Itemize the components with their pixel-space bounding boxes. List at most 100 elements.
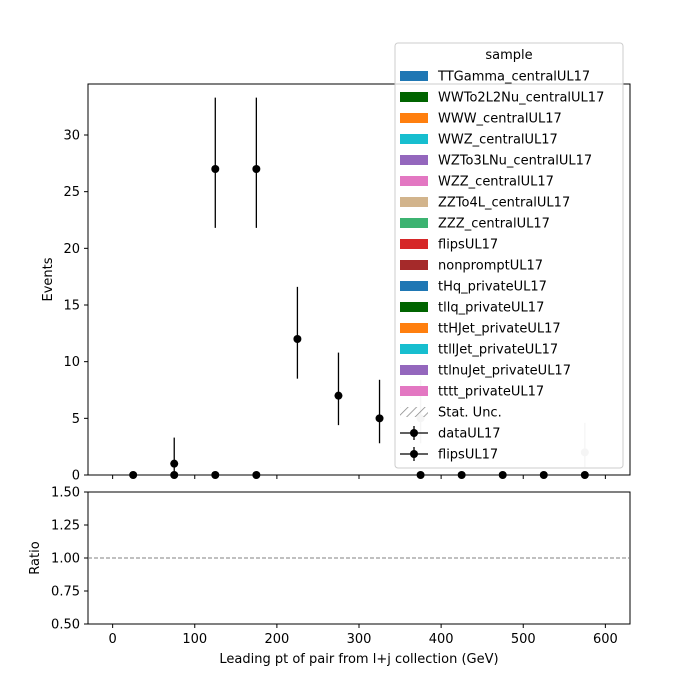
legend-swatch [400, 239, 428, 249]
legend-entry: tHq_privateUL17 [400, 280, 547, 295]
ratio-y-tick-label: 0.75 [51, 585, 80, 600]
legend-label: tllq_privateUL17 [438, 301, 544, 316]
legend-entry: ZZZ_centralUL17 [400, 217, 550, 232]
main-y-ticks: 0 5 10 15 20 25 30 [63, 129, 88, 484]
legend-entry: tttt_privateUL17 [400, 385, 544, 400]
legend-label: dataUL17 [438, 427, 501, 442]
main-y-tick-label: 30 [63, 129, 80, 144]
data-point [252, 165, 261, 173]
data-point [252, 471, 261, 479]
legend-swatch [400, 386, 428, 396]
data-point [375, 414, 384, 423]
legend-label: WWTo2L2Nu_centralUL17 [438, 91, 604, 106]
data-point [498, 471, 507, 479]
ratio-x-ticks: 0 100 200 300 400 500 600 [108, 624, 618, 647]
legend-swatch [400, 344, 428, 354]
ratio-y-ticks: 0.50 0.75 1.00 1.25 1.50 [51, 486, 88, 633]
legend-entry: WWZ_centralUL17 [400, 133, 558, 148]
legend-entry: WZZ_centralUL17 [400, 175, 554, 190]
legend-swatch [400, 176, 428, 186]
ratio-y-tick-label: 0.50 [51, 618, 80, 633]
ratio-y-tick-label: 1.25 [51, 519, 80, 534]
main-y-tick-label: 15 [63, 299, 80, 314]
legend-label: nonpromptUL17 [438, 259, 543, 274]
data-point [170, 459, 179, 468]
legend-swatch [400, 92, 428, 102]
legend-label: flipsUL17 [438, 448, 498, 463]
legend-entry: ZZTo4L_centralUL17 [400, 196, 570, 211]
legend-label: WWW_centralUL17 [438, 112, 562, 127]
x-tick-label: 0 [108, 632, 116, 647]
data-point [539, 471, 548, 479]
legend-entry: tllq_privateUL17 [400, 301, 544, 316]
data-point [457, 471, 466, 479]
ratio-y-axis-label: Ratio [28, 541, 43, 574]
data-point [211, 471, 220, 479]
legend-entry: flipsUL17 [400, 447, 498, 463]
legend-entry: WWTo2L2Nu_centralUL17 [400, 91, 604, 106]
main-y-tick-label: 10 [63, 355, 80, 370]
legend-swatch [400, 365, 428, 375]
legend-entry: WWW_centralUL17 [400, 112, 562, 127]
ratio-y-tick-label: 1.50 [51, 486, 80, 501]
legend-title: sample [485, 48, 532, 63]
legend: sample TTGamma_centralUL17 WWTo2L2Nu_cent… [394, 42, 624, 469]
ratio-panel: 0.50 0.75 1.00 1.25 1.50 0 100 200 300 400 500 600… [28, 486, 631, 667]
legend-marker [410, 450, 418, 458]
legend-entry: WZTo3LNu_centralUL17 [400, 154, 592, 169]
legend-entry: dataUL17 [400, 426, 501, 442]
legend-label: ttllJet_privateUL17 [438, 343, 558, 358]
legend-label: flipsUL17 [438, 238, 498, 253]
legend-swatch-hatched [400, 407, 428, 417]
main-x-ticks [112, 475, 606, 479]
legend-label: WZZ_centralUL17 [438, 175, 554, 190]
ratio-y-tick-label: 1.00 [51, 552, 80, 567]
legend-entry: Stat. Unc. [400, 406, 502, 421]
x-tick-label: 200 [264, 632, 289, 647]
main-y-axis-label: Events [41, 257, 56, 301]
x-tick-label: 600 [593, 632, 618, 647]
x-tick-label: 100 [182, 632, 207, 647]
legend-entry: flipsUL17 [400, 238, 498, 253]
legend-swatch [400, 197, 428, 207]
legend-swatch [400, 323, 428, 333]
legend-box [394, 42, 624, 469]
legend-swatch [400, 71, 428, 81]
main-y-tick-label: 20 [63, 242, 80, 257]
legend-label: ttHJet_privateUL17 [438, 322, 561, 337]
data-point [211, 165, 220, 173]
legend-label: WWZ_centralUL17 [438, 133, 558, 148]
x-axis-label: Leading pt of pair from l+j collection (… [219, 652, 498, 667]
main-y-tick-label: 5 [72, 412, 80, 427]
main-y-tick-label: 25 [63, 185, 80, 200]
legend-swatch [400, 218, 428, 228]
legend-label: tttt_privateUL17 [438, 385, 544, 400]
legend-label: ZZZ_centralUL17 [438, 217, 550, 232]
legend-entry: ttHJet_privateUL17 [400, 322, 561, 337]
legend-label: WZTo3LNu_centralUL17 [438, 154, 592, 169]
legend-label: ZZTo4L_centralUL17 [438, 196, 570, 211]
legend-entry: nonpromptUL17 [400, 259, 543, 274]
legend-entry: ttllJet_privateUL17 [400, 343, 558, 358]
legend-swatch [400, 134, 428, 144]
data-point [293, 335, 302, 343]
main-y-tick-label: 0 [72, 469, 80, 484]
legend-label: TTGamma_centralUL17 [437, 70, 590, 85]
legend-swatch [400, 260, 428, 270]
data-point [170, 471, 179, 479]
legend-entry: ttlnuJet_privateUL17 [400, 364, 571, 379]
data-point [416, 471, 425, 479]
data-point [334, 391, 343, 400]
data-point [129, 471, 138, 479]
x-tick-label: 400 [429, 632, 454, 647]
legend-swatch [400, 302, 428, 312]
legend-swatch [400, 281, 428, 291]
legend-label: tHq_privateUL17 [438, 280, 547, 295]
legend-entries: TTGamma_centralUL17 WWTo2L2Nu_centralUL17… [400, 70, 604, 463]
legend-marker [410, 429, 418, 437]
legend-swatch [400, 113, 428, 123]
legend-swatch [400, 155, 428, 165]
legend-label: Stat. Unc. [438, 406, 502, 421]
x-tick-label: 500 [511, 632, 536, 647]
